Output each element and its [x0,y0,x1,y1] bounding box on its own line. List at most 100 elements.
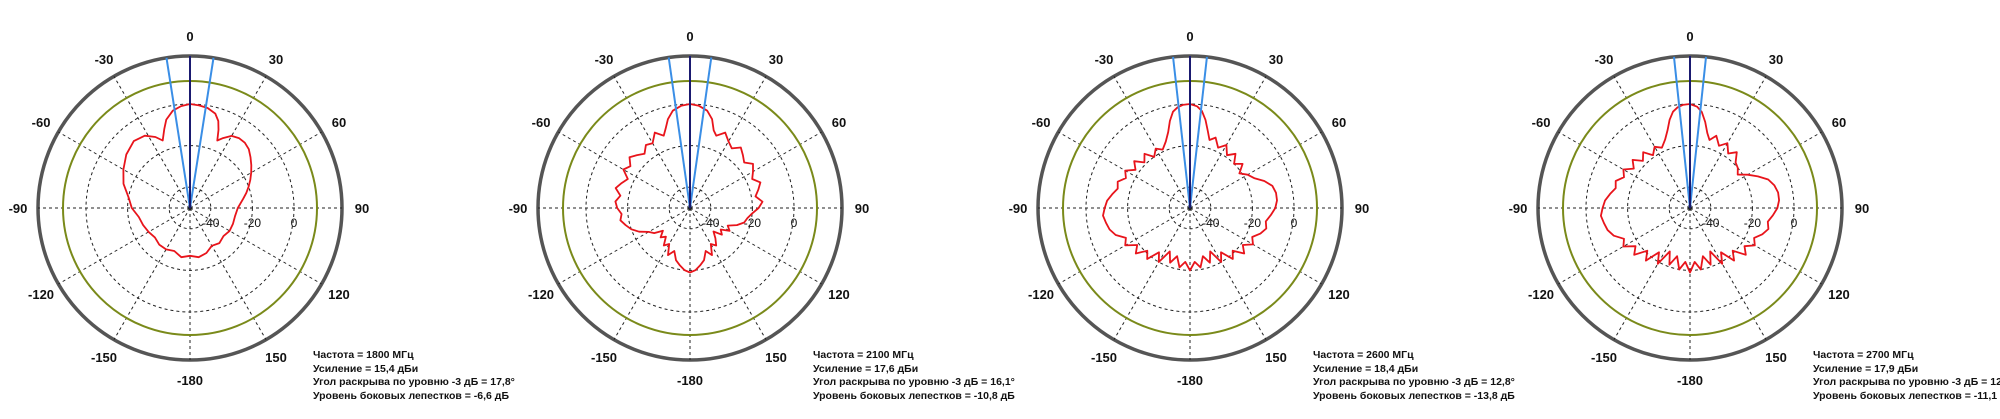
gain-text: Усиление = 15,4 дБи [313,362,419,375]
beamwidth-text: Угол раскрыва по уровню -3 дБ = 12,1° [1813,376,2000,388]
beam-edge-line [667,57,691,209]
radial-spoke [1058,207,1191,285]
radial-tick-label: 0 [1791,216,1798,230]
beam-edge-line [1672,56,1691,209]
angle-tick-label: -150 [91,350,117,365]
chart-info-block: Частота = 2700 МГц Усиление = 17,9 дБи Уго… [1813,349,2000,403]
chart-info-block: Частота = 2600 МГц Усиление = 18,4 дБи Уго… [1313,349,1515,403]
frequency-text: Частота = 2100 МГц [813,349,914,361]
radial-tick-label: -20 [744,216,762,230]
angle-tick-label: -120 [28,287,54,302]
radial-spoke [1113,76,1191,209]
pattern-curve [1600,103,1780,274]
frequency-text: Частота = 2700 МГц [1813,349,1914,361]
angle-tick-label: -150 [1591,350,1617,365]
angle-tick-label: -60 [32,115,51,130]
angle-tick-label: 30 [269,52,283,67]
beam-edge-line [1689,56,1708,209]
gain-text: Усиление = 17,6 дБи [813,362,919,375]
angle-tick-label: -180 [177,373,203,388]
radial-tick-label: -40 [202,216,220,230]
beam-edge-line [165,57,191,209]
angle-tick-label: -90 [9,201,28,216]
beam-edge-line [1189,56,1208,209]
radial-spoke [1189,131,1322,209]
radial-tick-label: 0 [291,216,298,230]
angle-tick-label: 120 [1328,287,1350,302]
pattern-curve [614,103,764,274]
sidelobe-text: Уровень боковых лепестков = -11,1 дБ [1813,389,2000,402]
pattern-curve [122,103,253,259]
angle-tick-label: -150 [591,350,617,365]
radial-spoke [1689,131,1822,209]
angle-tick-label: -120 [1528,287,1554,302]
radial-tick-label: -40 [702,216,720,230]
pattern-curve [1102,103,1278,272]
radial-spoke [113,207,191,340]
radial-tick-label: -20 [244,216,262,230]
chart-info-block: Частота = 2100 МГц Усиление = 17,6 дБи Уго… [813,349,1015,403]
angle-tick-label: 60 [1332,115,1346,130]
frequency-text: Частота = 2600 МГц [1313,349,1414,361]
angle-tick-label: 150 [1765,350,1787,365]
radial-tick-label: -20 [1744,216,1762,230]
radial-spoke [558,207,691,285]
chart-info-block: Частота = 1800 МГц Усиление = 15,4 дБи Уго… [313,349,515,403]
angle-tick-label: 60 [832,115,846,130]
angle-tick-label: -30 [595,52,614,67]
angle-tick-label: 30 [1769,52,1783,67]
radial-tick-label: -20 [1244,216,1262,230]
radial-spoke [1613,207,1691,340]
radial-tick-label: 0 [1291,216,1298,230]
angle-tick-label: 30 [769,52,783,67]
angle-tick-label: -90 [509,201,528,216]
angle-tick-label: -60 [532,115,551,130]
angle-tick-label: -120 [528,287,554,302]
polar-chart-panel-3: 0 30 60 90 120 150 -180 -150 -120 -90 -60 -30 -40 -20… [1000,0,1515,419]
angle-tick-label: 90 [355,201,369,216]
angle-tick-label: 30 [1269,52,1283,67]
polar-chart-3: 0 30 60 90 120 150 -180 -150 -120 -90 -60 -30 -40 -20… [1009,29,1370,388]
gain-text: Усиление = 17,9 дБи [1813,362,1919,375]
angle-tick-label: -60 [1032,115,1051,130]
beamwidth-text: Угол раскрыва по уровню -3 дБ = 16,1° [813,376,1015,388]
angle-tick-label: 60 [332,115,346,130]
radial-spoke [1058,131,1191,209]
radial-tick-label: -40 [1702,216,1720,230]
radial-tick-label: 0 [791,216,798,230]
radial-spoke [189,131,322,209]
angle-tick-label: 150 [265,350,287,365]
angle-tick-label: 0 [1186,29,1193,44]
angle-tick-label: -30 [1595,52,1614,67]
angle-tick-label: -180 [1177,373,1203,388]
angle-tick-label: 90 [1355,201,1369,216]
angle-tick-label: -150 [1091,350,1117,365]
angle-tick-label: 150 [1265,350,1287,365]
angle-tick-label: 0 [1686,29,1693,44]
angle-tick-label: 0 [186,29,193,44]
angle-tick-label: -30 [1095,52,1114,67]
angle-tick-label: 90 [1855,201,1869,216]
angle-tick-label: -30 [95,52,114,67]
angle-tick-label: -180 [1677,373,1703,388]
angle-tick-label: 120 [828,287,850,302]
radial-tick-label: -40 [1202,216,1220,230]
sidelobe-text: Уровень боковых лепестков = -13,8 дБ [1313,389,1515,402]
angle-tick-label: 150 [765,350,787,365]
beam-edge-line [689,57,713,209]
angle-tick-label: -120 [1028,287,1054,302]
angle-tick-label: -180 [677,373,703,388]
frequency-text: Частота = 1800 МГц [313,349,414,361]
angle-tick-label: -90 [1509,201,1528,216]
gain-text: Усиление = 18,4 дБи [1313,362,1419,375]
polar-chart-2: 0 30 60 90 120 150 -180 -150 -120 -90 -60 -30 -40 -20… [509,29,870,388]
angle-tick-label: 120 [1828,287,1850,302]
sidelobe-text: Уровень боковых лепестков = -10,8 дБ [813,389,1015,402]
angle-tick-label: 0 [686,29,693,44]
beamwidth-text: Угол раскрыва по уровню -3 дБ = 17,8° [313,376,515,388]
radial-spoke [58,207,191,285]
polar-chart-4: 0 30 60 90 120 150 -180 -150 -120 -90 -60 -30 -40 -20… [1509,29,1870,388]
angle-tick-label: 120 [328,287,350,302]
beam-edge-line [1172,56,1191,209]
beam-edge-line [189,57,215,209]
